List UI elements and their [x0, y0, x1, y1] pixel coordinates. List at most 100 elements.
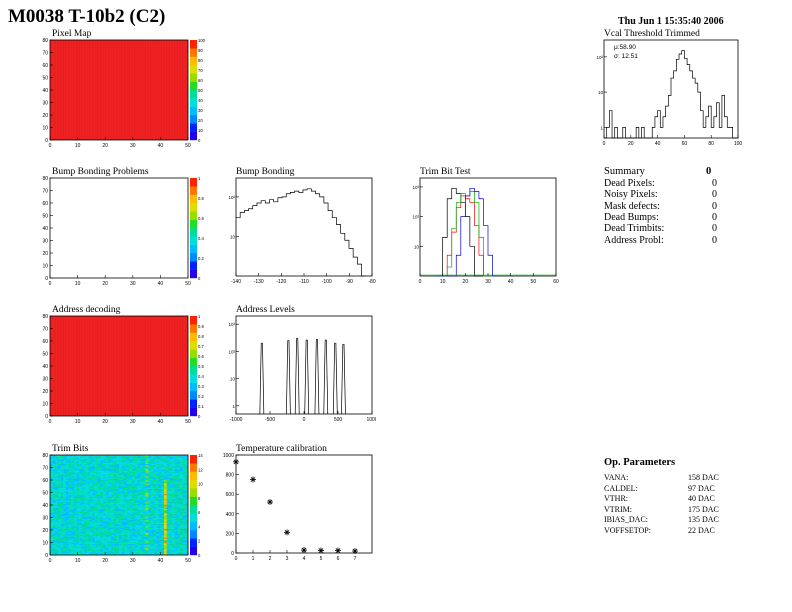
colorbar-segment	[190, 463, 197, 472]
heatmap-cell	[119, 552, 122, 554]
heatmap-cell	[65, 518, 69, 521]
heatmap-cell	[103, 493, 106, 496]
heatmap-cell	[169, 528, 173, 531]
heatmap-cell	[182, 526, 186, 528]
heatmap-cell	[81, 517, 85, 519]
heatmap-cell	[180, 511, 183, 513]
heatmap-cell	[100, 493, 104, 496]
heatmap-cell	[158, 481, 162, 483]
heatmap-cell	[185, 516, 189, 518]
heatmap-cell	[63, 547, 67, 549]
heatmap-cell	[95, 465, 98, 467]
heatmap-cell	[97, 521, 101, 523]
heatmap-cell	[132, 551, 136, 553]
heatmap-cell	[156, 551, 160, 553]
heatmap-cell	[100, 467, 104, 469]
heatmap-cell	[182, 550, 186, 552]
heatmap-cell	[142, 460, 146, 462]
heatmap-cell	[148, 550, 152, 552]
heatmap-cell	[132, 543, 136, 546]
heatmap-cell	[76, 516, 80, 518]
heatmap-cell	[132, 550, 136, 552]
y-tick-label: 70	[42, 327, 48, 333]
heatmap-cell	[87, 455, 91, 457]
heatmap-cell	[177, 523, 181, 526]
heatmap-cell	[124, 470, 128, 472]
heatmap-cell	[185, 486, 189, 488]
heatmap-cell	[156, 485, 160, 487]
heatmap-cell	[180, 492, 183, 494]
heatmap-cell	[161, 497, 165, 499]
heatmap-cell	[132, 492, 136, 494]
heatmap-cell	[132, 486, 136, 488]
heatmap-cell	[55, 488, 59, 491]
heatmap-cell	[174, 498, 178, 501]
heatmap-cell	[148, 541, 152, 543]
heatmap-cell	[142, 537, 146, 539]
heatmap-cell	[164, 476, 167, 478]
heatmap-cell	[172, 486, 175, 488]
heatmap-cell	[68, 512, 72, 514]
heatmap-cell	[137, 537, 141, 539]
heatmap-cell	[103, 502, 106, 504]
heatmap-cell	[153, 520, 157, 522]
heatmap-cell	[105, 457, 109, 459]
heatmap-cell	[126, 510, 130, 512]
heatmap-cell	[174, 483, 178, 486]
heatmap-cell	[164, 502, 167, 504]
heatmap-cell	[182, 511, 186, 513]
heatmap-cell	[145, 457, 149, 459]
colorbar-tick-label: 90	[198, 48, 203, 53]
heatmap-cell	[172, 531, 175, 533]
heatmap-cell	[180, 463, 183, 466]
heatmap-cell	[140, 467, 144, 469]
heatmap-cell	[68, 472, 72, 474]
heatmap-cell	[153, 527, 157, 529]
heatmap-cell	[89, 550, 93, 552]
summary-value: 0	[712, 234, 717, 246]
heatmap-cell	[126, 490, 130, 492]
heatmap-cell	[50, 485, 53, 487]
heatmap-cell	[177, 508, 181, 511]
x-tick-label: 20	[102, 558, 108, 564]
heatmap-cell	[156, 497, 160, 499]
heatmap-cell	[180, 460, 183, 462]
heatmap-cell	[108, 538, 112, 541]
heatmap-cell	[65, 487, 69, 489]
heatmap-cell	[116, 481, 120, 483]
heatmap-cell	[177, 545, 181, 547]
heatmap-cell	[145, 520, 149, 522]
heatmap-cell	[79, 520, 83, 522]
heatmap-cell	[148, 500, 152, 502]
heatmap-cell	[150, 490, 154, 492]
heatmap-cell	[111, 457, 114, 459]
heatmap-cell	[174, 482, 178, 484]
heatmap-cell	[76, 535, 80, 537]
heatmap-cell	[63, 533, 67, 536]
heatmap-cell	[57, 516, 61, 518]
heatmap-cell	[111, 508, 114, 511]
heatmap-cell	[52, 526, 56, 528]
heatmap-cell	[148, 538, 152, 541]
heatmap-cell	[111, 493, 114, 496]
heatmap-cell	[148, 532, 152, 534]
heatmap-cell	[116, 522, 120, 524]
heatmap-cell	[185, 531, 189, 533]
heatmap-cell	[71, 538, 75, 541]
x-tick-label: 0	[49, 558, 52, 564]
heatmap-cell	[180, 513, 183, 516]
heatmap-cell	[57, 530, 61, 532]
heatmap-cell	[105, 503, 109, 506]
heatmap-cell	[50, 466, 53, 468]
heatmap-cell	[111, 507, 114, 509]
heatmap-cell	[148, 512, 152, 514]
heatmap-cell	[63, 501, 67, 503]
heatmap-cell	[111, 497, 114, 499]
heatmap-cell	[108, 460, 112, 462]
heatmap-cell	[124, 462, 128, 464]
colorbar-tick-label: 0.8	[198, 196, 204, 201]
heatmap-cell	[153, 490, 157, 492]
heatmap-cell	[145, 511, 149, 513]
heatmap-cell	[124, 493, 128, 496]
heatmap-cell	[63, 460, 67, 462]
